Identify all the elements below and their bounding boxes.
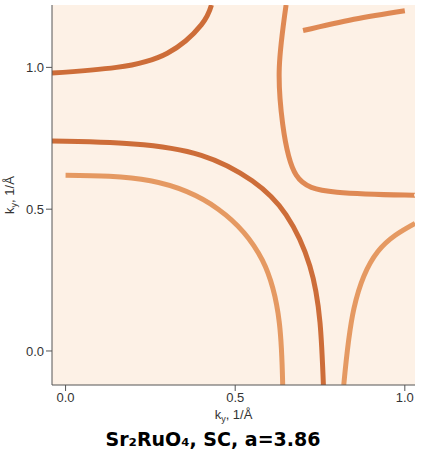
svg-text:ky, 1/Å: ky, 1/Å bbox=[2, 176, 19, 214]
html-text:Sr₂RuO₄, SC, a=3.86: Sr₂RuO₄, SC, a=3.86 bbox=[105, 428, 321, 450]
svg-text:1.0: 1.0 bbox=[26, 60, 44, 75]
svg-text:ky, 1/Å: ky, 1/Å bbox=[215, 407, 253, 424]
svg-text:0.0: 0.0 bbox=[26, 344, 44, 359]
svg-text:0.5: 0.5 bbox=[26, 202, 44, 217]
svg-text:1.0: 1.0 bbox=[396, 390, 414, 405]
svg-text:0.5: 0.5 bbox=[226, 390, 244, 405]
svg-text:0.0: 0.0 bbox=[57, 390, 75, 405]
